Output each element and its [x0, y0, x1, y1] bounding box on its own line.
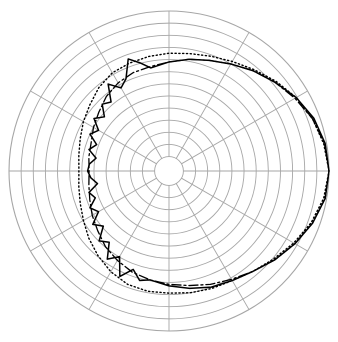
- series-group: [78, 52, 330, 294]
- grid-spoke: [181, 177, 308, 252]
- grid-spoke: [181, 90, 308, 165]
- grid-spoke: [175, 32, 250, 159]
- grid-spoke: [30, 177, 157, 252]
- grid-ring: [154, 156, 184, 186]
- series-line-dashed: [88, 58, 330, 287]
- grid-spoke: [88, 32, 163, 159]
- series-line-dotted: [78, 52, 330, 294]
- grid-spoke: [175, 183, 250, 310]
- polar-grid: [8, 10, 330, 332]
- grid-spoke: [88, 183, 163, 310]
